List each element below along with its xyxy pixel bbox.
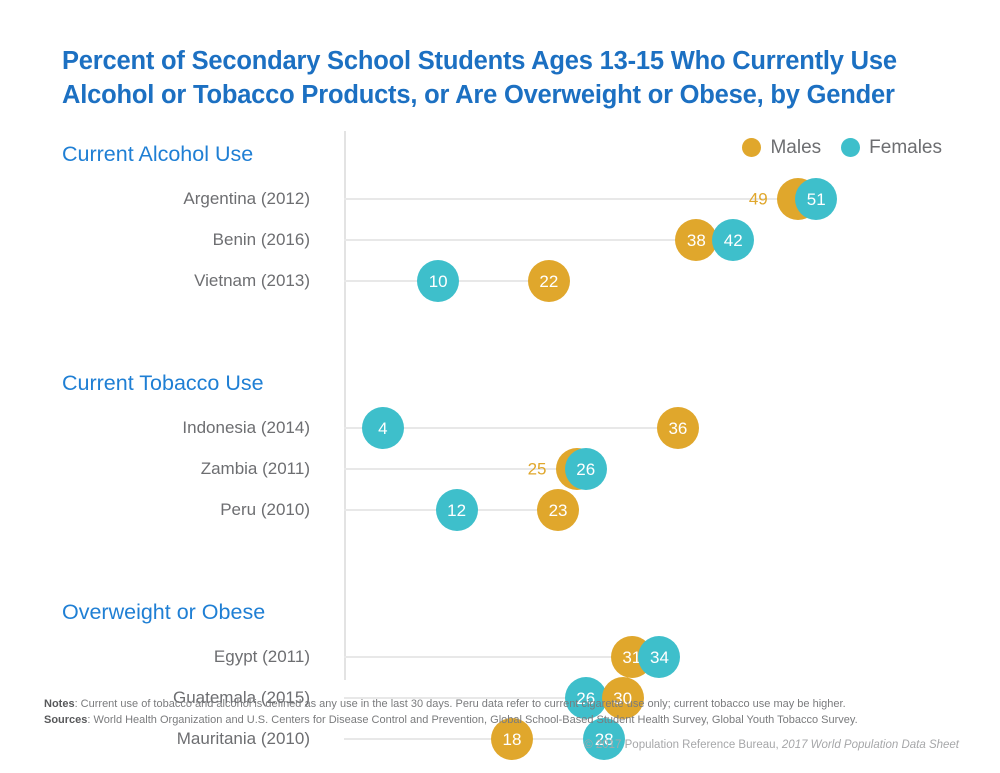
row-label: Zambia (2011) xyxy=(200,459,310,478)
data-point-value: 34 xyxy=(650,647,669,667)
data-point-female[interactable]: 4 xyxy=(361,407,404,449)
notes-text: : Current use of tobacco and alcohol is … xyxy=(74,698,846,710)
data-point-value: 31 xyxy=(622,647,642,667)
chart-footnotes: Notes: Current use of tobacco and alcoho… xyxy=(44,697,959,728)
notes-line: Notes: Current use of tobacco and alcoho… xyxy=(44,697,959,713)
data-point-female[interactable]: 51 xyxy=(795,178,838,220)
data-point-male[interactable]: 38 xyxy=(675,219,718,261)
legend-item-females[interactable]: Females xyxy=(841,138,942,157)
data-point-female[interactable]: 42 xyxy=(712,219,755,261)
data-point-value: 26 xyxy=(576,459,596,479)
row-label: Vietnam (2013) xyxy=(194,271,310,290)
circle-marker-icon-females xyxy=(841,138,861,157)
chart-legend: Males Females xyxy=(742,138,942,157)
data-point-value-outside-male: 25 xyxy=(527,459,547,479)
data-point-male[interactable]: 36 xyxy=(656,407,699,449)
row-label: Peru (2010) xyxy=(220,500,310,519)
data-point-male[interactable] xyxy=(555,448,598,490)
data-point-value: 51 xyxy=(806,189,826,209)
row-connector-line xyxy=(344,280,528,282)
group-header-3: Overweight or Obese xyxy=(62,600,266,624)
sources-text: : World Health Organization and U.S. Cen… xyxy=(87,713,858,726)
row-label: Argentina (2012) xyxy=(183,189,310,208)
credit-prefix: © 2017 Population Reference Bureau, xyxy=(584,739,782,751)
row-label: Benin (2016) xyxy=(212,230,310,249)
row-label: Egypt (2011) xyxy=(213,647,310,666)
legend-label-females: Females xyxy=(869,137,942,158)
data-point-value: 10 xyxy=(428,271,448,291)
legend-item-males[interactable]: Males xyxy=(742,138,821,157)
page-title-line-2: Alcohol or Tobacco Products, or Are Over… xyxy=(62,81,895,109)
row-connector-line xyxy=(344,427,657,429)
page-title-line-1: Percent of Secondary School Students Age… xyxy=(62,47,897,75)
data-point-value: 23 xyxy=(548,500,568,520)
row-connector-line xyxy=(344,198,796,200)
data-point-value: 36 xyxy=(668,418,688,438)
data-point-female[interactable]: 12 xyxy=(435,489,478,531)
row-connector-line xyxy=(344,239,713,241)
sources-line: Sources: World Health Organization and U… xyxy=(44,713,959,729)
row-connector-line xyxy=(344,509,538,511)
row-connector-line xyxy=(344,656,639,658)
data-point-value: 4 xyxy=(378,418,388,438)
data-point-female[interactable]: 10 xyxy=(417,260,460,302)
data-point-value: 38 xyxy=(686,230,706,250)
sources-label: Sources xyxy=(44,713,88,726)
group-header-1: Current Alcohol Use xyxy=(62,142,254,166)
data-point-male[interactable]: 23 xyxy=(537,489,580,531)
data-point-female[interactable]: 34 xyxy=(638,636,681,678)
credit-publication: 2017 World Population Data Sheet xyxy=(781,739,959,751)
data-point-value: 22 xyxy=(539,271,559,291)
row-label: Indonesia (2014) xyxy=(182,418,310,437)
data-point-male[interactable] xyxy=(776,178,819,220)
data-point-male[interactable]: 22 xyxy=(527,260,570,302)
copyright-credit: © 2017 Population Reference Bureau, 2017… xyxy=(44,738,959,753)
page-title: Percent of Secondary School Students Age… xyxy=(62,44,942,112)
data-point-female[interactable]: 26 xyxy=(564,448,607,490)
legend-label-males: Males xyxy=(770,137,822,158)
data-point-value: 12 xyxy=(447,500,467,520)
data-point-male[interactable]: 31 xyxy=(610,636,653,678)
row-connector-line xyxy=(344,468,565,470)
notes-label: Notes xyxy=(44,698,75,710)
y-axis-line xyxy=(344,131,346,680)
data-point-value-outside-male: 49 xyxy=(748,189,768,209)
group-header-2: Current Tobacco Use xyxy=(62,371,264,395)
data-point-value: 42 xyxy=(723,230,743,250)
circle-marker-icon-males xyxy=(742,138,762,157)
